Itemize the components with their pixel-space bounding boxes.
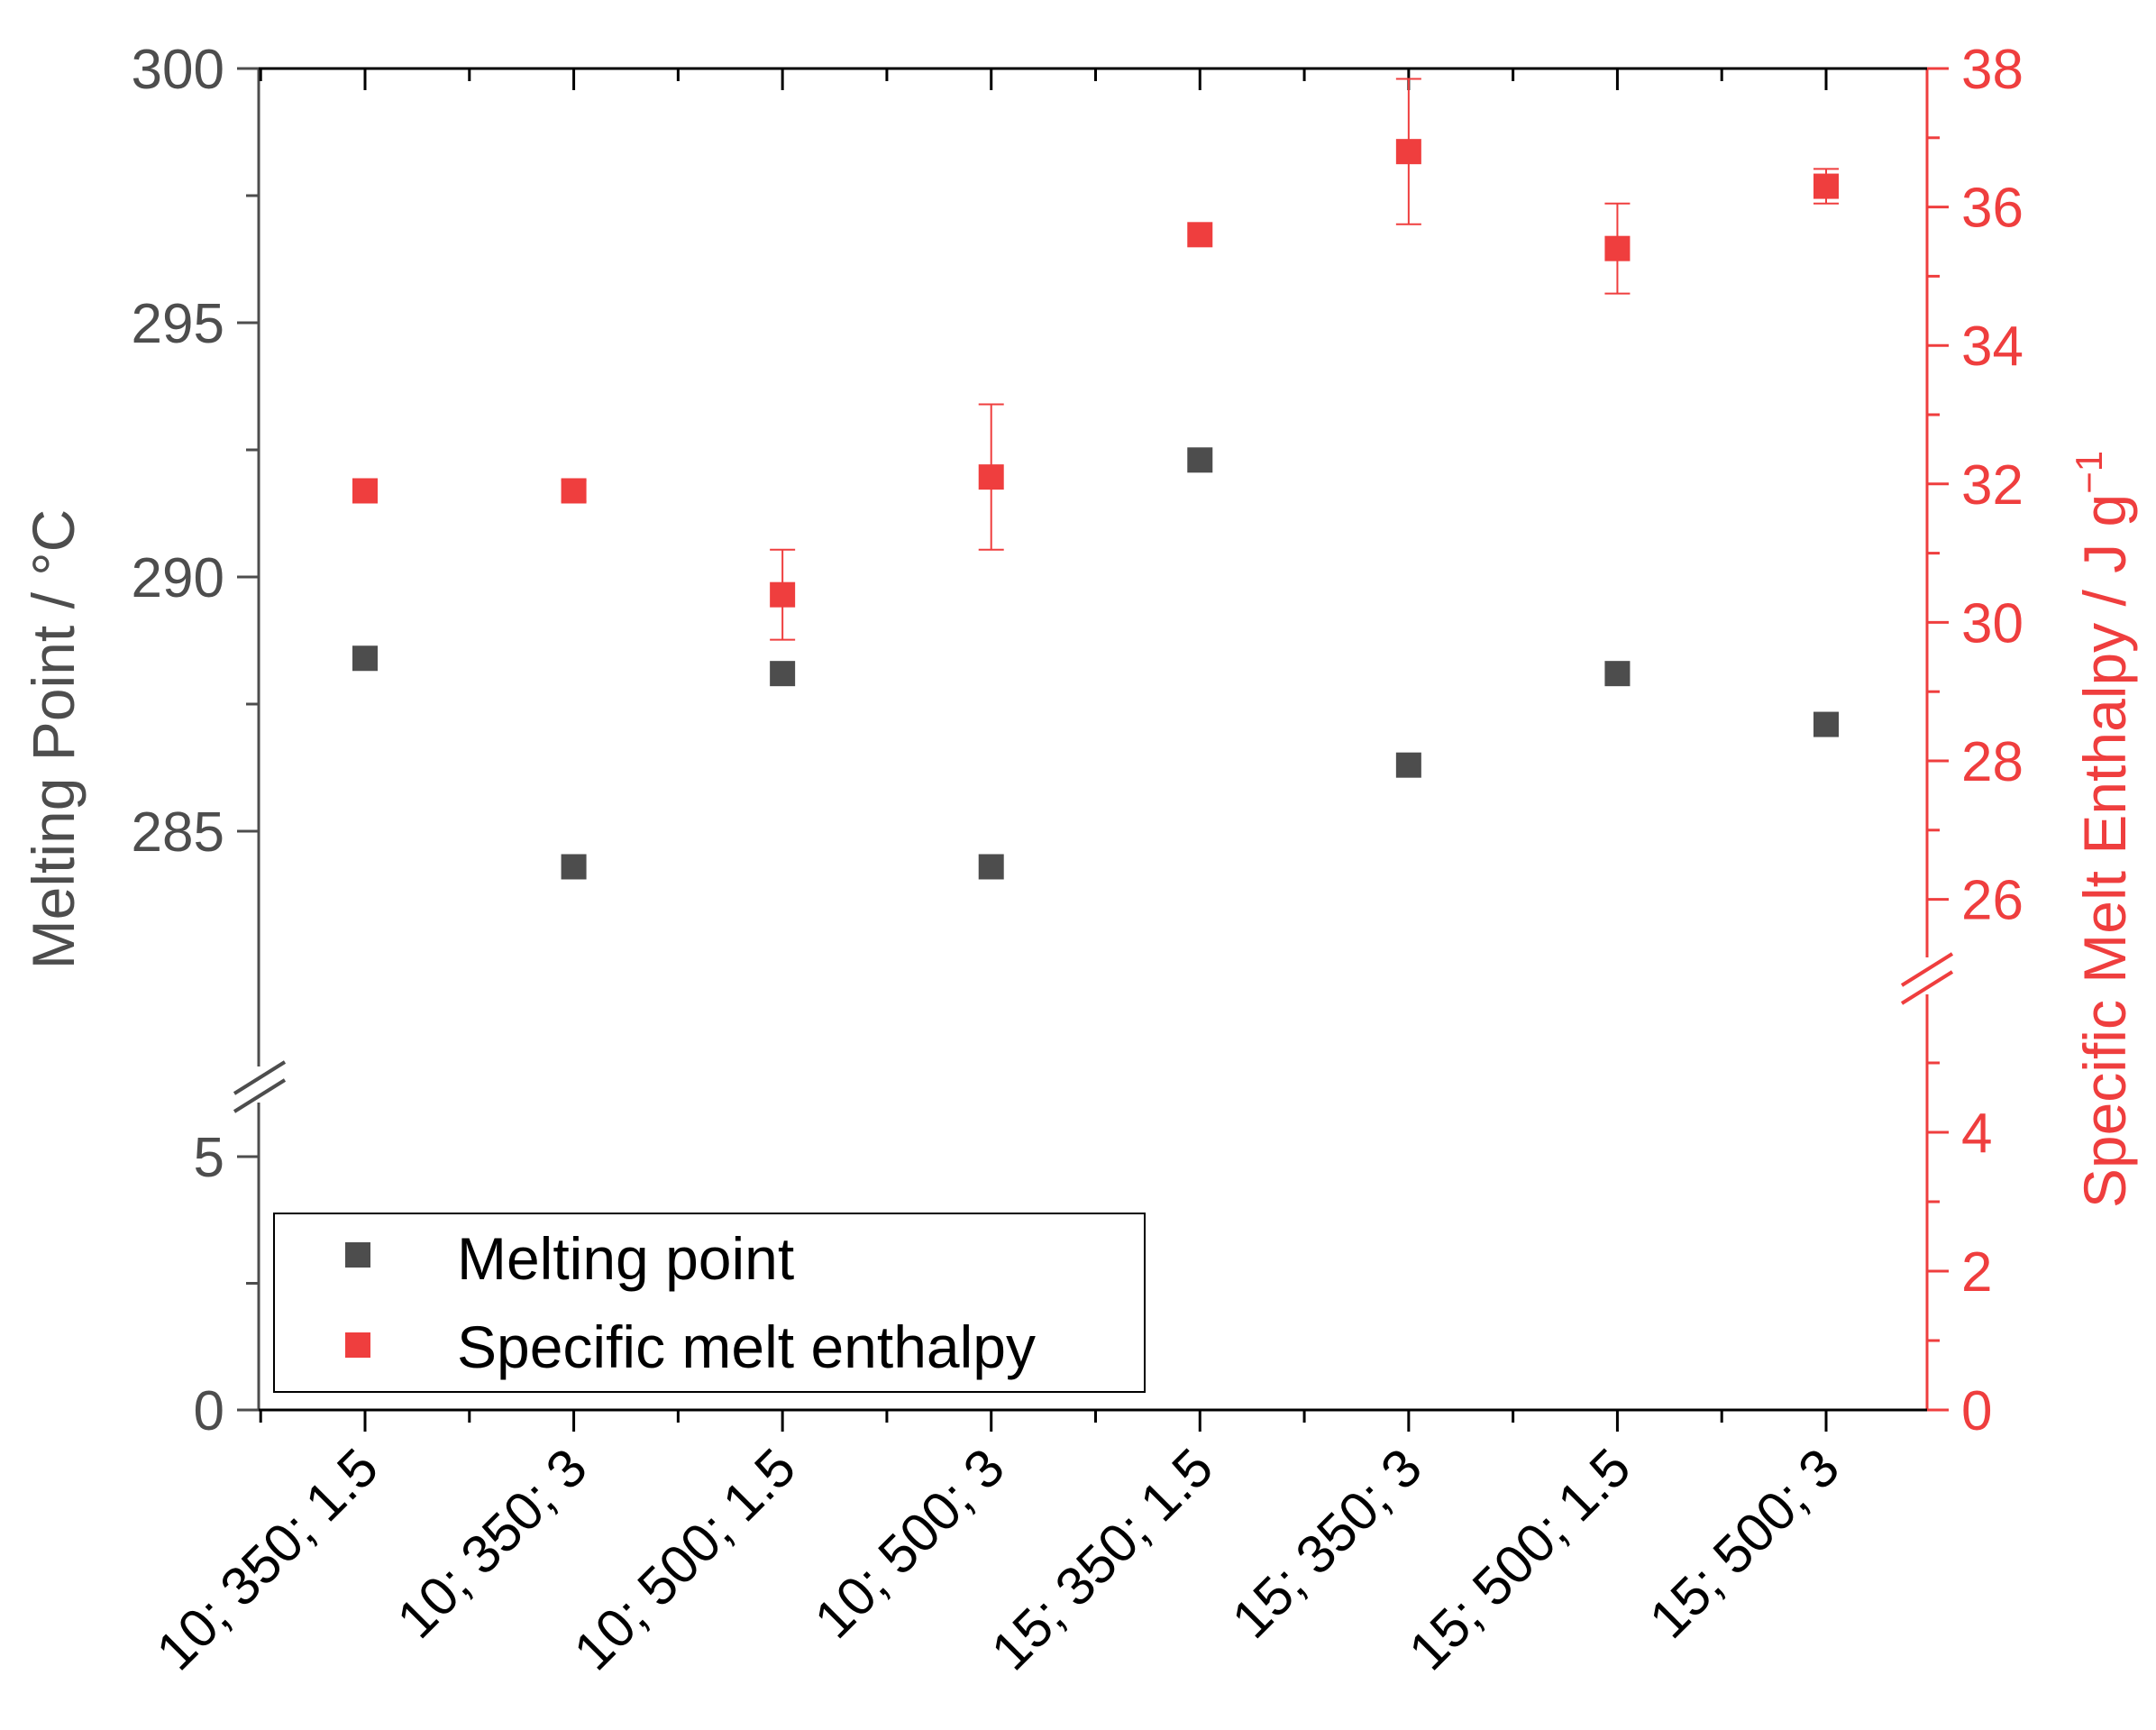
left-tick-label: 5 bbox=[194, 1127, 224, 1189]
point-specific-melt-enthalpy bbox=[561, 478, 587, 504]
right-tick-label: 30 bbox=[1961, 592, 2024, 654]
point-melting-point bbox=[561, 854, 587, 880]
data-points-layer bbox=[352, 139, 1839, 880]
right-tick-label: 0 bbox=[1961, 1380, 1992, 1442]
left-axis-break-mark bbox=[233, 1060, 287, 1095]
left-axis-break-mark bbox=[233, 1078, 287, 1113]
left-tick-label: 300 bbox=[132, 39, 224, 101]
right-tick-label: 34 bbox=[1961, 316, 2024, 378]
legend-box bbox=[273, 1213, 1146, 1393]
right-axis-break-mark bbox=[1900, 952, 1954, 987]
x-tick-label: 10; 350; 3 bbox=[386, 1437, 598, 1650]
point-melting-point bbox=[1187, 447, 1213, 473]
left-tick-label: 290 bbox=[132, 547, 224, 609]
legend-label-melting-point: Melting point bbox=[457, 1225, 794, 1292]
right-tick-label: 38 bbox=[1961, 39, 2024, 101]
x-tick-label: 15; 350; 3 bbox=[1220, 1437, 1433, 1650]
point-specific-melt-enthalpy bbox=[1604, 235, 1631, 261]
right-tick-label: 32 bbox=[1961, 454, 2024, 517]
right-axis-label-sup: −1 bbox=[2068, 451, 2110, 494]
legend-label-specific-melt-enthalpy: Specific melt enthalpy bbox=[457, 1314, 1036, 1380]
left-axis-label: Melting Point / °C bbox=[20, 509, 87, 970]
axes-layer bbox=[233, 67, 1954, 1432]
point-specific-melt-enthalpy bbox=[1395, 139, 1421, 165]
x-tick-label: 15; 500; 1.5 bbox=[1397, 1437, 1641, 1681]
right-axis-label: Specific Melt Enthalpy / J g−1 bbox=[2068, 451, 2138, 1208]
right-axis-label-main: Specific Melt Enthalpy / J g bbox=[2071, 494, 2138, 1208]
point-melting-point bbox=[1604, 661, 1631, 687]
right-tick-label: 4 bbox=[1961, 1103, 1992, 1165]
x-tick-label: 10; 500; 3 bbox=[803, 1437, 1016, 1650]
point-specific-melt-enthalpy bbox=[978, 464, 1004, 490]
labels-layer: 285 290 295 300 0 5 26 28 30 32 34 36 38 0 2 4 10; 350; … bbox=[132, 39, 2024, 1681]
point-melting-point bbox=[1395, 752, 1421, 778]
right-tick-label: 36 bbox=[1961, 178, 2024, 240]
right-tick-label: 28 bbox=[1961, 731, 2024, 793]
legend-marker-melting-point bbox=[345, 1242, 370, 1268]
left-tick-label: 295 bbox=[132, 293, 224, 355]
x-tick-label: 15; 500; 3 bbox=[1638, 1437, 1850, 1650]
legend: Melting point Specific melt enthalpy bbox=[273, 1213, 1146, 1393]
point-specific-melt-enthalpy bbox=[1187, 222, 1213, 248]
point-specific-melt-enthalpy bbox=[352, 478, 378, 504]
point-specific-melt-enthalpy bbox=[770, 581, 796, 608]
right-tick-label: 26 bbox=[1961, 870, 2024, 932]
point-melting-point bbox=[770, 661, 796, 687]
point-melting-point bbox=[978, 854, 1004, 880]
legend-marker-specific-melt-enthalpy bbox=[345, 1332, 370, 1358]
error-bars-layer bbox=[561, 78, 1839, 641]
point-melting-point bbox=[1813, 711, 1839, 737]
right-tick-label: 2 bbox=[1961, 1241, 1992, 1304]
x-tick-label: 10; 350; 1.5 bbox=[145, 1437, 389, 1681]
right-axis-break-mark bbox=[1900, 970, 1954, 1005]
x-tick-label: 10; 500; 1.5 bbox=[562, 1437, 807, 1681]
x-tick-label: 15; 350; 1.5 bbox=[980, 1437, 1224, 1681]
left-tick-label: 0 bbox=[194, 1380, 224, 1442]
point-specific-melt-enthalpy bbox=[1813, 173, 1839, 199]
point-melting-point bbox=[352, 645, 378, 672]
left-tick-label: 285 bbox=[132, 801, 224, 864]
